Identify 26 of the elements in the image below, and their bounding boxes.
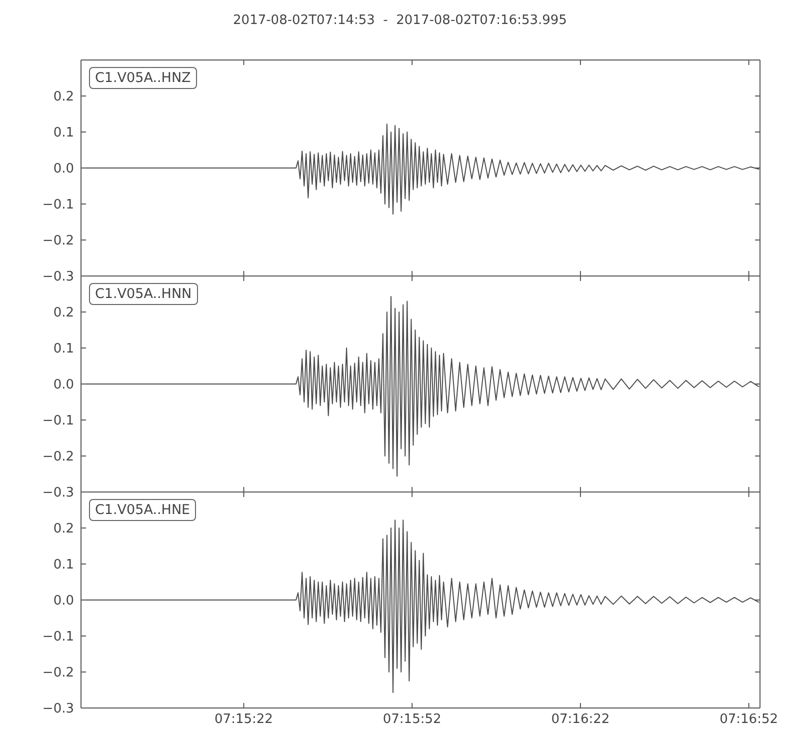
annotation: C1.V05A..HNN xyxy=(89,283,198,305)
y-tick-label: −0.1 xyxy=(42,630,74,645)
y-tick-label: 0.1 xyxy=(53,558,74,573)
y-tick-label: −0.2 xyxy=(42,666,74,681)
y-tick-label: −0.3 xyxy=(42,702,74,717)
y-tick-label: 0.2 xyxy=(53,306,74,321)
x-tick-label: 07:16:52 xyxy=(720,712,778,728)
x-tick-label: 07:15:52 xyxy=(382,712,442,728)
x-tick-label: 07:16:22 xyxy=(551,712,610,728)
x-tick-label: 07:15:22 xyxy=(214,712,273,728)
y-tick-label: −0.2 xyxy=(42,234,74,249)
y-tick-label: 0.0 xyxy=(53,594,74,609)
y-tick-label: 0.0 xyxy=(53,378,74,393)
y-tick-label: −0.2 xyxy=(42,450,74,465)
y-tick-label: 0.0 xyxy=(53,162,74,177)
y-tick-label: −0.1 xyxy=(42,414,74,429)
y-tick-label: 0.2 xyxy=(53,90,74,105)
y-tick-label: −0.1 xyxy=(42,198,74,213)
annotation: C1.V05A..HNZ xyxy=(89,67,197,89)
y-tick-label: 0.1 xyxy=(53,126,74,141)
y-tick-label: 0.1 xyxy=(53,342,74,357)
chart-title: 2017-08-02T07:14:53 - 2017-08-02T07:16:53.995 xyxy=(232,13,568,29)
y-tick-label: −0.3 xyxy=(42,270,74,285)
y-tick-label: 0.2 xyxy=(53,522,74,537)
annotation: C1.V05A..HNE xyxy=(89,499,196,521)
y-tick-label: −0.3 xyxy=(42,486,74,501)
